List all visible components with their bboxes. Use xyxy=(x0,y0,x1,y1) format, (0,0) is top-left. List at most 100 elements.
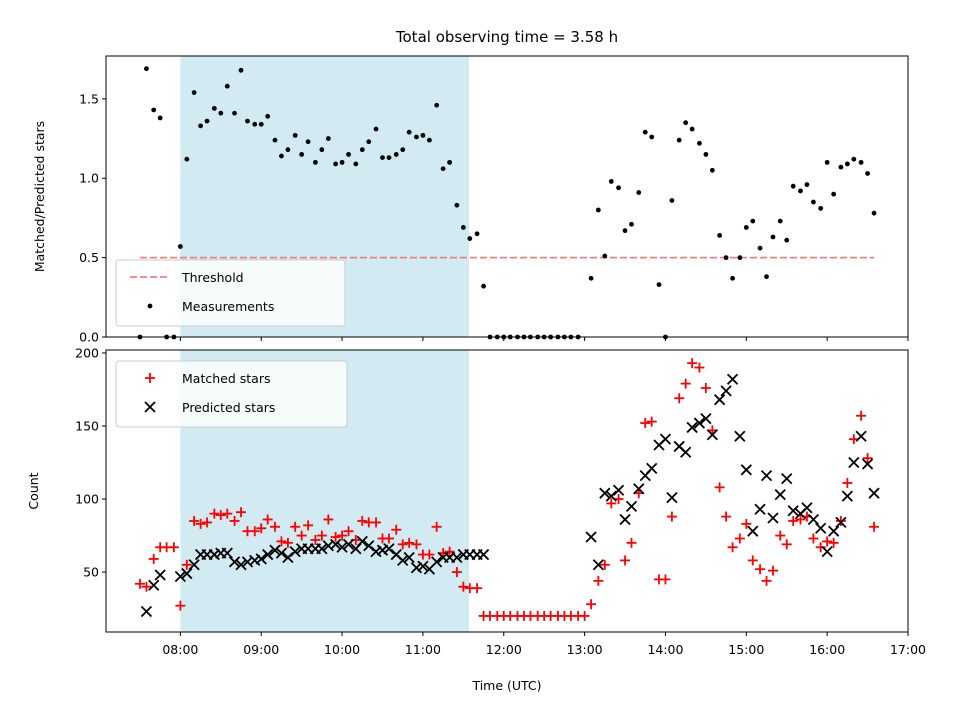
predicted-star-point xyxy=(686,421,698,434)
predicted-star-point-b xyxy=(336,541,348,553)
matched-star-point xyxy=(862,453,873,464)
matched-star-point xyxy=(310,534,321,545)
predicted-star-point xyxy=(774,489,786,501)
predicted-star-point-b xyxy=(693,417,706,429)
measurement-point xyxy=(366,139,372,145)
matched-star-point xyxy=(767,565,778,576)
matched-star-point xyxy=(842,477,853,488)
measurement-point xyxy=(709,167,715,173)
predicted-star-point-b xyxy=(592,559,604,571)
predicted-star-point-b xyxy=(148,579,160,591)
matched-star-point xyxy=(249,526,260,537)
matched-star-point xyxy=(282,537,293,548)
matched-star-point xyxy=(674,393,685,404)
matched-star-point xyxy=(262,514,273,525)
x-tick-label: 14:00 xyxy=(647,642,683,657)
predicted-star-point-b xyxy=(841,490,854,502)
predicted-star-point-b xyxy=(706,429,718,441)
measurement-point xyxy=(851,156,857,162)
measurement-point xyxy=(144,66,149,72)
measurement-point xyxy=(616,185,621,191)
legend-box xyxy=(115,259,346,327)
predicted-star-point-b xyxy=(289,546,301,558)
predicted-star-point-b xyxy=(815,522,827,534)
predicted-star-point xyxy=(868,487,880,499)
matched-star-point xyxy=(606,498,617,509)
bottom-y-axis-label: Count xyxy=(26,472,41,509)
predicted-star-point-b xyxy=(282,551,294,564)
predicted-star-point-b xyxy=(673,440,685,453)
legend-matched-swatch xyxy=(145,373,155,383)
measurement-point xyxy=(750,218,756,224)
matched-star-point xyxy=(181,559,192,570)
predicted-star-point-b xyxy=(599,487,611,499)
predicted-star-point-b xyxy=(760,470,773,482)
predicted-star-point xyxy=(633,483,645,495)
predicted-star-point xyxy=(342,538,355,550)
matched-star-point xyxy=(290,521,301,532)
predicted-star-point-b xyxy=(477,548,490,561)
predicted-star-point xyxy=(174,570,187,583)
matched-star-point xyxy=(815,542,826,553)
measurement-point xyxy=(636,190,642,195)
bottom-axes-frame xyxy=(105,349,909,633)
predicted-star-point xyxy=(706,429,718,441)
measurement-point xyxy=(265,113,271,119)
measurement-point xyxy=(258,121,264,127)
measurement-point xyxy=(447,159,452,165)
x-tick-label: 13:00 xyxy=(567,642,603,657)
x-tick-label: 12:00 xyxy=(486,642,522,657)
measurement-point xyxy=(393,152,399,157)
predicted-star-point xyxy=(154,569,166,581)
predicted-star-point-b xyxy=(734,430,746,442)
measurement-point xyxy=(481,283,486,289)
matched-star-point xyxy=(687,358,698,369)
measurement-point xyxy=(467,236,473,241)
measurement-point xyxy=(697,140,702,146)
matched-star-point xyxy=(640,418,651,429)
predicted-star-point-b xyxy=(140,605,153,618)
top-y-axis: 0.0 0.5 1.0 1.5 xyxy=(79,91,106,345)
predicted-star-point xyxy=(835,516,847,529)
matched-star-point xyxy=(666,511,677,522)
predicted-star-point-b xyxy=(431,556,443,568)
predicted-star-point-b xyxy=(713,394,726,406)
predicted-star-point-b xyxy=(740,464,752,476)
predicted-star-point-b xyxy=(767,512,779,524)
predicted-star-point-b xyxy=(417,560,429,572)
measurement-point xyxy=(312,159,318,165)
predicted-star-point-b xyxy=(322,540,334,552)
x-tick-label: 17:00 xyxy=(890,642,926,657)
predicted-star-point-b xyxy=(868,487,880,499)
matched-star-point xyxy=(808,533,819,544)
matched-star-point xyxy=(404,537,415,548)
measurement-point xyxy=(406,129,412,135)
bottom-y-axis: 50 100 150 200 xyxy=(75,345,106,580)
matched-star-point xyxy=(727,542,738,553)
top-y-tick-label: 1.5 xyxy=(79,91,99,106)
predicted-star-point xyxy=(734,430,746,442)
matched-star-point xyxy=(236,507,247,518)
top-axes-frame xyxy=(105,55,909,338)
measurement-point xyxy=(588,275,594,281)
predicted-star-point xyxy=(599,487,611,499)
predicted-star-point xyxy=(397,554,409,567)
predicted-star-point xyxy=(585,531,597,543)
matched-star-point xyxy=(747,555,758,566)
measurement-point xyxy=(689,126,695,132)
predicted-star-point-b xyxy=(700,413,712,425)
matched-star-point xyxy=(721,511,732,522)
legend-label: Threshold xyxy=(181,270,244,285)
predicted-star-point xyxy=(740,464,752,476)
top-data-layer xyxy=(137,66,877,340)
matched-star-point xyxy=(788,515,799,526)
measurement-point xyxy=(642,129,648,135)
measurement-point xyxy=(339,159,345,165)
matched-star-point xyxy=(755,564,766,575)
legend-predicted-swatch-b xyxy=(144,401,156,413)
matched-star-point xyxy=(680,378,691,389)
measurement-point xyxy=(245,118,250,124)
predicted-star-point-b xyxy=(848,456,860,469)
predicted-star-point xyxy=(855,430,867,442)
predicted-star-point-b xyxy=(835,516,847,529)
